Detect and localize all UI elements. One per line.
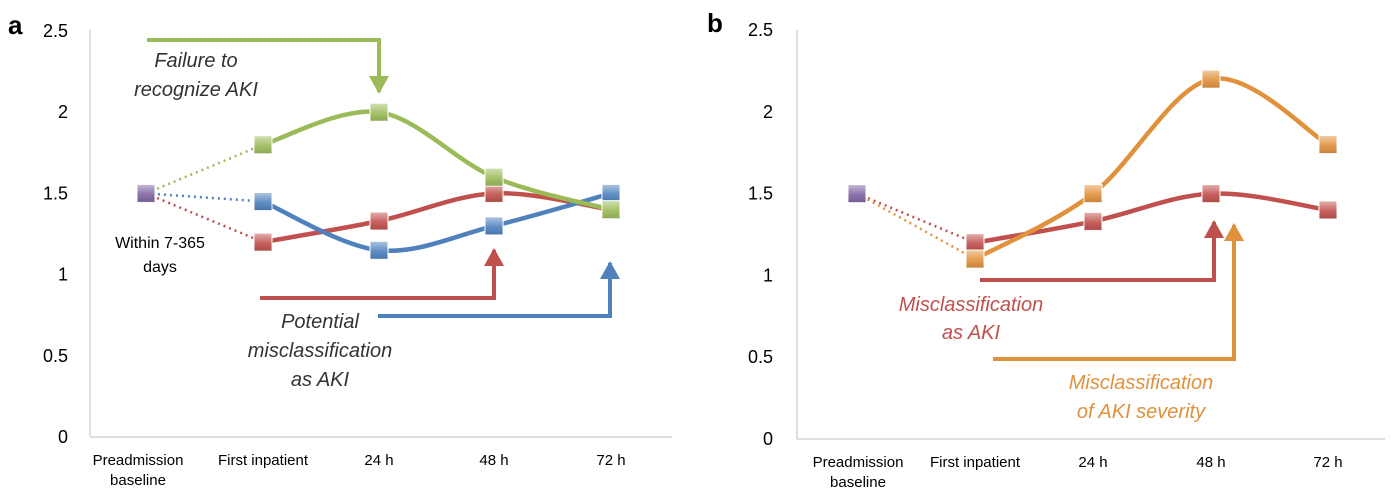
blue-misclass-arrow-head xyxy=(600,261,620,279)
annotation-window-line: Within 7-365 xyxy=(115,235,205,252)
x-tick-label: Preadmission baseline xyxy=(813,454,904,491)
x-tick-label-line: 24 h xyxy=(1078,454,1107,471)
y-tick-label: 1.5 xyxy=(43,183,68,203)
annotation-severity-line: of AKI severity xyxy=(1077,401,1206,423)
x-tick-label-line: 48 h xyxy=(1196,454,1225,471)
data-point-gloss xyxy=(602,200,620,219)
baseline-point-gloss xyxy=(848,184,866,203)
failure-arrow-head xyxy=(369,76,389,94)
annotation-severity: Misclassification of AKI severity xyxy=(1069,372,1213,423)
annotation-potential: Potential misclassification as AKI xyxy=(248,311,392,391)
annotation-potential-line: Potential xyxy=(281,311,359,333)
x-tick-label: Preadmission baseline xyxy=(93,452,184,489)
annotation-misclass-line: as AKI xyxy=(942,322,1001,344)
data-point-gloss xyxy=(370,241,388,260)
data-point-gloss xyxy=(966,250,984,269)
y-tick-label: 0.5 xyxy=(748,347,773,367)
x-tick-label: 24 h xyxy=(1078,454,1107,471)
data-point-gloss xyxy=(485,168,503,187)
x-tick-label: 72 h xyxy=(1313,454,1342,471)
baseline-connector xyxy=(856,192,976,261)
x-tick-label-line: 72 h xyxy=(1313,454,1342,471)
x-tick-label: 72 h xyxy=(596,452,625,469)
annotation-misclass: Misclassification as AKI xyxy=(899,294,1043,344)
series-line xyxy=(260,109,614,212)
misclass-arrow-head xyxy=(1204,220,1224,238)
y-tick-label: 0 xyxy=(58,427,68,447)
annotation-misclass-line: Misclassification xyxy=(899,294,1043,316)
failure-arrow-shaft xyxy=(147,38,381,92)
x-tick-label-line: 72 h xyxy=(596,452,625,469)
series-line xyxy=(972,76,1331,262)
data-point-gloss xyxy=(1084,212,1102,231)
x-tick-label-line: 48 h xyxy=(479,452,508,469)
red-misclass-arrow-head xyxy=(484,248,504,266)
data-point-gloss xyxy=(1202,70,1220,89)
x-tick-label: 48 h xyxy=(479,452,508,469)
y-tick-label: 1.5 xyxy=(748,184,773,204)
severity-arrow-head xyxy=(1224,223,1244,241)
y-tick-label: 2.5 xyxy=(43,21,68,41)
x-tick-label: 48 h xyxy=(1196,454,1225,471)
x-tick-label-line: baseline xyxy=(830,474,886,491)
data-point-gloss xyxy=(485,184,503,203)
annotation-failure-line: recognize AKI xyxy=(134,79,258,101)
y-tick-label: 2 xyxy=(58,102,68,122)
panel-b-label: b xyxy=(707,8,723,38)
data-point-gloss xyxy=(370,212,388,231)
misclass-arrow-shaft xyxy=(980,222,1216,282)
x-tick-label-line: Preadmission xyxy=(813,454,904,471)
x-tick-label-line: First inpatient xyxy=(930,454,1021,471)
data-point-gloss xyxy=(1319,135,1337,154)
series-line xyxy=(972,191,1331,245)
x-tick-label-line: 24 h xyxy=(364,452,393,469)
panel-a-label: a xyxy=(8,10,23,40)
annotation-potential-line: misclassification xyxy=(248,340,392,362)
x-tick-label: First inpatient xyxy=(218,452,309,469)
baseline-connector xyxy=(145,192,264,203)
x-tick-label-line: Preadmission xyxy=(93,452,184,469)
data-point-gloss xyxy=(1319,200,1337,219)
x-tick-label-line: baseline xyxy=(110,472,166,489)
x-tick-label: First inpatient xyxy=(930,454,1021,471)
annotation-failure-line: Failure to xyxy=(154,50,237,72)
data-point-gloss xyxy=(254,192,272,211)
series-line xyxy=(260,191,614,245)
y-tick-label: 1 xyxy=(58,265,68,285)
y-tick-label: 2 xyxy=(763,102,773,122)
data-point-gloss xyxy=(370,103,388,122)
data-point-gloss xyxy=(602,184,620,203)
data-point-gloss xyxy=(966,233,984,252)
annotation-window: Within 7-365 days xyxy=(115,235,205,276)
data-point-gloss xyxy=(254,233,272,252)
data-point-gloss xyxy=(254,135,272,154)
baseline-point-gloss xyxy=(137,184,155,203)
baseline-connector xyxy=(856,192,976,244)
annotation-severity-line: Misclassification xyxy=(1069,372,1213,394)
panel-b: 0 0.5 1 1.5 2 2.5 Preadmission baseline First in… xyxy=(748,20,1385,491)
x-tick-label-line: First inpatient xyxy=(218,452,309,469)
y-tick-label: 1 xyxy=(763,265,773,285)
data-point-gloss xyxy=(1084,184,1102,203)
blue-misclass-arrow-shaft xyxy=(378,263,612,318)
x-tick-label: 24 h xyxy=(364,452,393,469)
baseline-connector xyxy=(145,143,264,195)
data-point-gloss xyxy=(485,216,503,235)
annotation-potential-line: as AKI xyxy=(291,369,350,391)
y-tick-label: 0.5 xyxy=(43,346,68,366)
series-line xyxy=(260,191,614,254)
y-tick-label: 2.5 xyxy=(748,20,773,40)
data-point-gloss xyxy=(1202,184,1220,203)
severity-arrow-shaft xyxy=(993,225,1236,361)
panel-a: 0 0.5 1 1.5 2 2.5 Preadmission baseline First in… xyxy=(43,21,672,489)
annotation-failure: Failure to recognize AKI xyxy=(134,50,258,101)
annotation-window-line: days xyxy=(143,259,177,276)
y-tick-label: 0 xyxy=(763,429,773,449)
